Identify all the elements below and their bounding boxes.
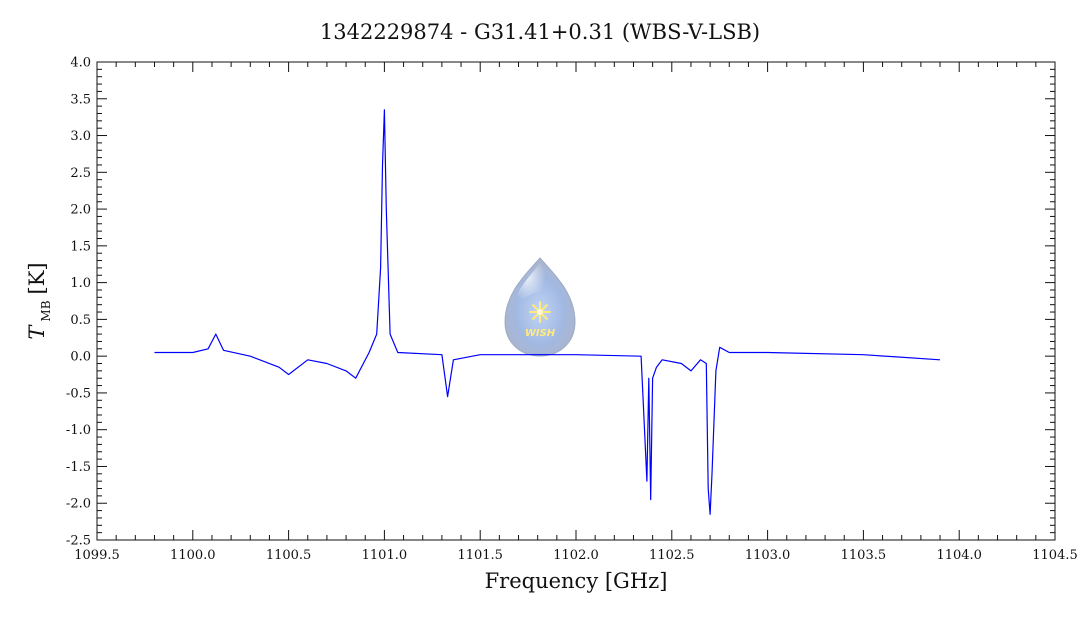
axis-ticks: [96, 61, 1056, 541]
y-tick-label: -1.5: [66, 460, 91, 475]
y-tick-label: 2.0: [70, 203, 91, 218]
y-axis-label: T MB [K]: [25, 262, 53, 339]
plot-frame: [96, 61, 1056, 541]
x-tick-label: 1104.0: [936, 548, 982, 563]
y-tick-label: -2.0: [66, 497, 91, 512]
x-tick-label: 1103.5: [841, 548, 887, 563]
y-tick-label: 4.0: [70, 56, 91, 71]
y-tick-label: -2.5: [66, 534, 91, 549]
x-axis-label: Frequency [GHz]: [485, 569, 668, 593]
x-tick-label: 1102.0: [553, 548, 599, 563]
y-axis-unit: [K]: [25, 262, 49, 294]
wish-logo: WISH: [504, 257, 576, 357]
x-tick-label: 1100.0: [170, 548, 216, 563]
svg-text:TMB[K]: T MB [K]: [25, 262, 53, 339]
y-tick-label: 0.0: [70, 350, 91, 365]
y-tick-label: -1.0: [66, 423, 91, 438]
y-tick-label: 1.5: [70, 239, 91, 254]
x-tick-label: 1101.5: [457, 548, 503, 563]
series-line: [154, 109, 941, 515]
y-axis-subscript: MB: [39, 300, 53, 321]
x-tick-label: 1099.5: [74, 548, 120, 563]
y-tick-label: 1.0: [70, 276, 91, 291]
x-tick-label: 1104.5: [1032, 548, 1078, 563]
y-tick-labels: -2.5 -2.0 -1.5 -1.0 -0.5 0.0 0.5 1.0 1.5 2.0 2.5 3.…: [66, 56, 91, 549]
y-tick-label: 2.5: [70, 166, 91, 181]
y-tick-label: -0.5: [66, 386, 91, 401]
y-tick-label: 3.0: [70, 129, 91, 144]
y-tick-label: 0.5: [70, 313, 91, 328]
wish-logo-text: WISH: [525, 328, 556, 339]
y-axis-symbol: T: [25, 324, 49, 340]
series-group: [154, 109, 941, 515]
y-tick-label: 3.5: [70, 92, 91, 107]
x-tick-labels: 1099.5 1100.0 1100.5 1101.0 1101.5 1102.0 1102…: [74, 548, 1078, 563]
x-tick-label: 1100.5: [266, 548, 312, 563]
x-tick-label: 1103.0: [745, 548, 791, 563]
wish-logo-shine: [512, 263, 550, 310]
x-tick-label: 1101.0: [362, 548, 408, 563]
x-tick-label: 1102.5: [649, 548, 695, 563]
chart-title: 1342229874 - G31.41+0.31 (WBS-V-LSB): [320, 20, 760, 44]
